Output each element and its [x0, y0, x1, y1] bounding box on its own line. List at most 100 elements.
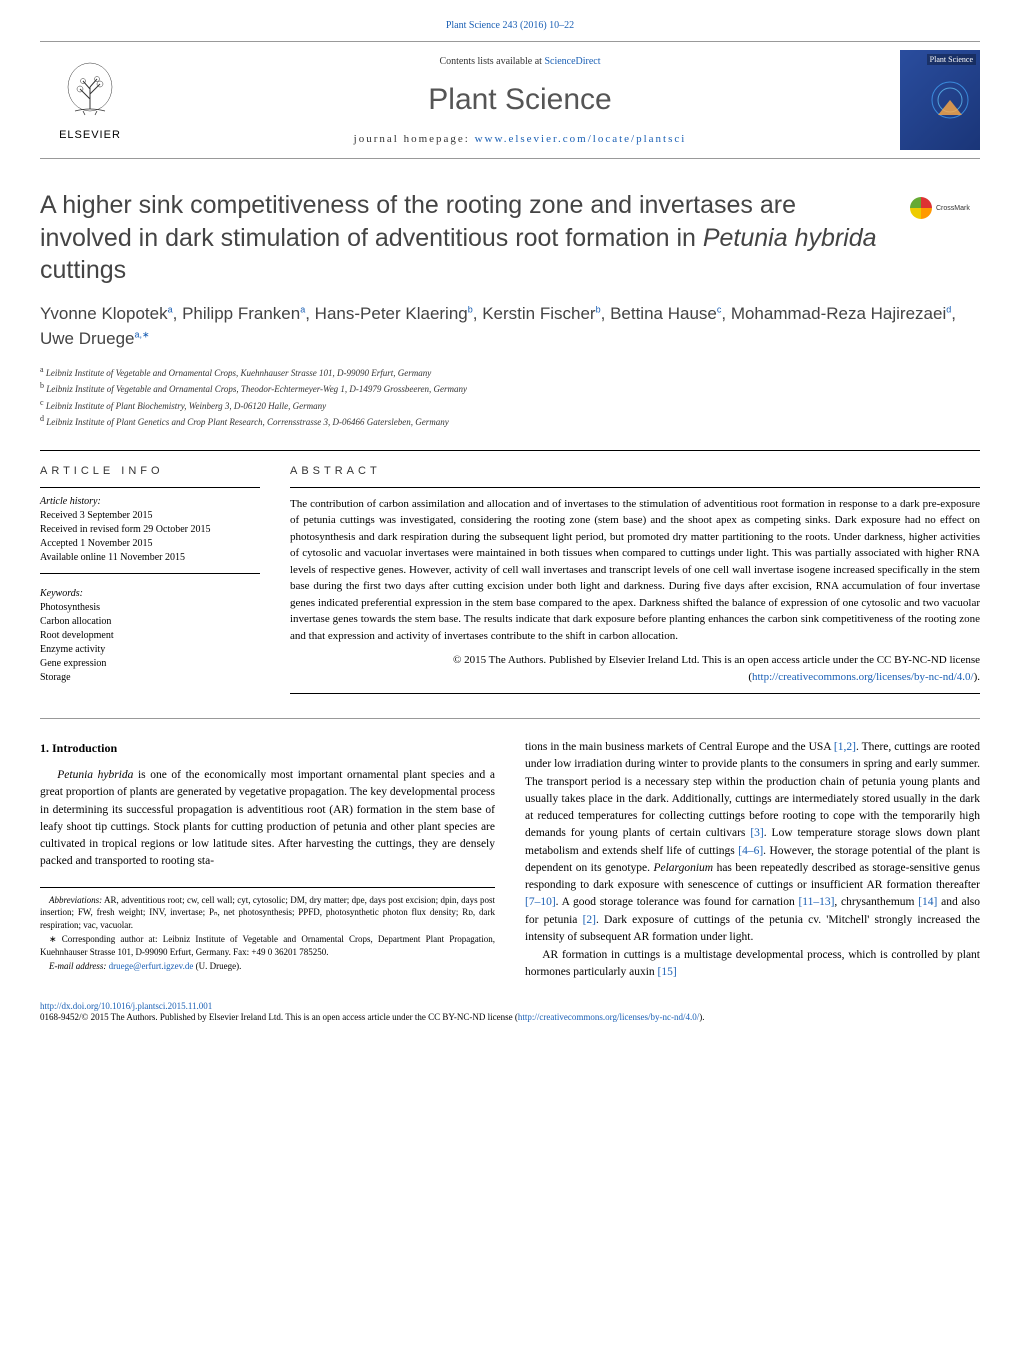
citation-link[interactable]: Plant Science 243 (2016) 10–22 — [40, 20, 980, 31]
email-link[interactable]: druege@erfurt.igzev.de — [109, 961, 194, 971]
journal-cover-thumb[interactable]: Plant Science — [900, 50, 980, 150]
body-columns: 1. Introduction Petunia hybrida is one o… — [40, 739, 980, 983]
copyright-line: 0168-9452/© 2015 The Authors. Published … — [40, 1011, 980, 1024]
info-abstract-section: ARTICLE INFO Article history: Received 3… — [40, 450, 980, 695]
affiliation: d Leibniz Institute of Plant Genetics an… — [40, 413, 980, 430]
email-footnote: E-mail address: druege@erfurt.igzev.de (… — [40, 960, 495, 973]
corresponding-footnote: ∗ Corresponding author at: Leibniz Insti… — [40, 933, 495, 958]
ref-link[interactable]: [11–13] — [798, 896, 834, 908]
author-aff-marker[interactable]: a,∗ — [135, 329, 150, 339]
keyword-item: Enzyme activity — [40, 643, 260, 657]
t6: . A good storage tolerance was found for… — [556, 896, 799, 908]
intro-heading: 1. Introduction — [40, 739, 495, 757]
article-info-col: ARTICLE INFO Article history: Received 3… — [40, 465, 260, 695]
abstract-label: ABSTRACT — [290, 465, 980, 477]
elsevier-tree-icon — [55, 59, 125, 129]
abstract-col: ABSTRACT The contribution of carbon assi… — [290, 465, 980, 695]
ref-link[interactable]: [14] — [918, 896, 937, 908]
keyword-item: Storage — [40, 671, 260, 685]
homepage-prefix: journal homepage: — [354, 133, 475, 145]
license-link[interactable]: http://creativecommons.org/licenses/by-n… — [752, 671, 974, 683]
author: Mohammad-Reza Hajirezaeid — [731, 304, 951, 323]
author: Yvonne Klopoteka — [40, 304, 173, 323]
t7: , chrysanthemum — [834, 896, 918, 908]
history-item: Available online 11 November 2015 — [40, 551, 260, 565]
t1: tions in the main business markets of Ce… — [525, 741, 834, 753]
ref-link[interactable]: [4–6] — [738, 845, 763, 857]
intro-p1-text: is one of the economically most importan… — [40, 769, 495, 867]
journal-header: ELSEVIER Contents lists available at Sci… — [40, 41, 980, 159]
keyword-item: Gene expression — [40, 657, 260, 671]
affiliation: c Leibniz Institute of Plant Biochemistr… — [40, 397, 980, 414]
contents-line: Contents lists available at ScienceDirec… — [140, 56, 900, 67]
ref-link[interactable]: [15] — [658, 966, 677, 978]
sciencedirect-link[interactable]: ScienceDirect — [544, 56, 600, 67]
authors-list: Yvonne Klopoteka, Philipp Frankena, Hans… — [40, 301, 980, 352]
author: Uwe Druegea,∗ — [40, 329, 150, 348]
abbrev-text: AR, adventitious root; cw, cell wall; cy… — [40, 895, 495, 930]
article-info-label: ARTICLE INFO — [40, 465, 260, 477]
ref-link[interactable]: [7–10] — [525, 896, 556, 908]
keywords-label: Keywords: — [40, 588, 260, 599]
author-aff-marker[interactable]: c — [717, 304, 722, 314]
author: Kerstin Fischerb — [482, 304, 600, 323]
title-species: Petunia hybrida — [703, 224, 877, 252]
keyword-item: Root development — [40, 629, 260, 643]
author-aff-marker[interactable]: a — [168, 304, 173, 314]
abstract-text: The contribution of carbon assimilation … — [290, 496, 980, 645]
intro-p1: Petunia hybrida is one of the economical… — [40, 767, 495, 871]
header-center: Contents lists available at ScienceDirec… — [140, 56, 900, 145]
author-aff-marker[interactable]: b — [468, 304, 473, 314]
ref-link[interactable]: [2] — [583, 914, 596, 926]
history-item: Accepted 1 November 2015 — [40, 537, 260, 551]
crossmark-label: CrossMark — [936, 205, 970, 212]
author-aff-marker[interactable]: d — [946, 304, 951, 314]
journal-name: Plant Science — [140, 83, 900, 117]
title-pre: A higher sink competitiveness of the roo… — [40, 191, 796, 252]
doi-link[interactable]: http://dx.doi.org/10.1016/j.plantsci.201… — [40, 1001, 212, 1011]
contents-prefix: Contents lists available at — [439, 56, 544, 67]
author: Hans-Peter Klaeringb — [315, 304, 473, 323]
history-label: Article history: — [40, 496, 260, 507]
crossmark-badge[interactable]: CrossMark — [910, 193, 980, 223]
homepage-line: journal homepage: www.elsevier.com/locat… — [140, 133, 900, 145]
intro-p1-cont: tions in the main business markets of Ce… — [525, 739, 980, 946]
history-item: Received in revised form 29 October 2015 — [40, 523, 260, 537]
body-col-right: tions in the main business markets of Ce… — [525, 739, 980, 983]
copyright-post: ). — [699, 1012, 704, 1022]
genus-italic: Pelargonium — [653, 862, 713, 874]
intro-p2: AR formation in cuttings is a multistage… — [525, 947, 980, 982]
abbreviations-footnote: Abbreviations: AR, adventitious root; cw… — [40, 894, 495, 932]
keyword-item: Carbon allocation — [40, 615, 260, 629]
footnote-box: Abbreviations: AR, adventitious root; cw… — [40, 887, 495, 974]
ref-link[interactable]: [1,2] — [834, 741, 856, 753]
history-item: Received 3 September 2015 — [40, 509, 260, 523]
keyword-item: Photosynthesis — [40, 601, 260, 615]
publisher-name: ELSEVIER — [59, 129, 121, 141]
email-label: E-mail address: — [49, 961, 109, 971]
crossmark-icon — [910, 197, 932, 219]
affiliation: b Leibniz Institute of Vegetable and Orn… — [40, 380, 980, 397]
author-aff-marker[interactable]: a — [300, 304, 305, 314]
body-col-left: 1. Introduction Petunia hybrida is one o… — [40, 739, 495, 983]
copyright-license-link[interactable]: http://creativecommons.org/licenses/by-n… — [518, 1012, 699, 1022]
author: Philipp Frankena — [182, 304, 305, 323]
license-text: © 2015 The Authors. Published by Elsevie… — [290, 652, 980, 685]
affiliation: a Leibniz Institute of Vegetable and Orn… — [40, 364, 980, 381]
license-post: ). — [974, 671, 980, 683]
article-title: A higher sink competitiveness of the roo… — [40, 189, 894, 287]
author: Bettina Hausec — [610, 304, 721, 323]
author-aff-marker[interactable]: b — [596, 304, 601, 314]
abbrev-label: Abbreviations: — [49, 895, 102, 905]
email-name: (U. Druege). — [193, 961, 241, 971]
affiliations-list: a Leibniz Institute of Vegetable and Orn… — [40, 364, 980, 430]
elsevier-logo[interactable]: ELSEVIER — [40, 50, 140, 150]
title-post: cuttings — [40, 256, 126, 284]
section-divider — [40, 718, 980, 719]
homepage-link[interactable]: www.elsevier.com/locate/plantsci — [475, 133, 687, 145]
doi-line: http://dx.doi.org/10.1016/j.plantsci.201… — [40, 1001, 980, 1011]
ref-link[interactable]: [3] — [750, 827, 763, 839]
intro-species: Petunia hybrida — [57, 769, 133, 781]
t10: AR formation in cuttings is a multistage… — [525, 949, 980, 978]
title-row: A higher sink competitiveness of the roo… — [40, 189, 980, 287]
